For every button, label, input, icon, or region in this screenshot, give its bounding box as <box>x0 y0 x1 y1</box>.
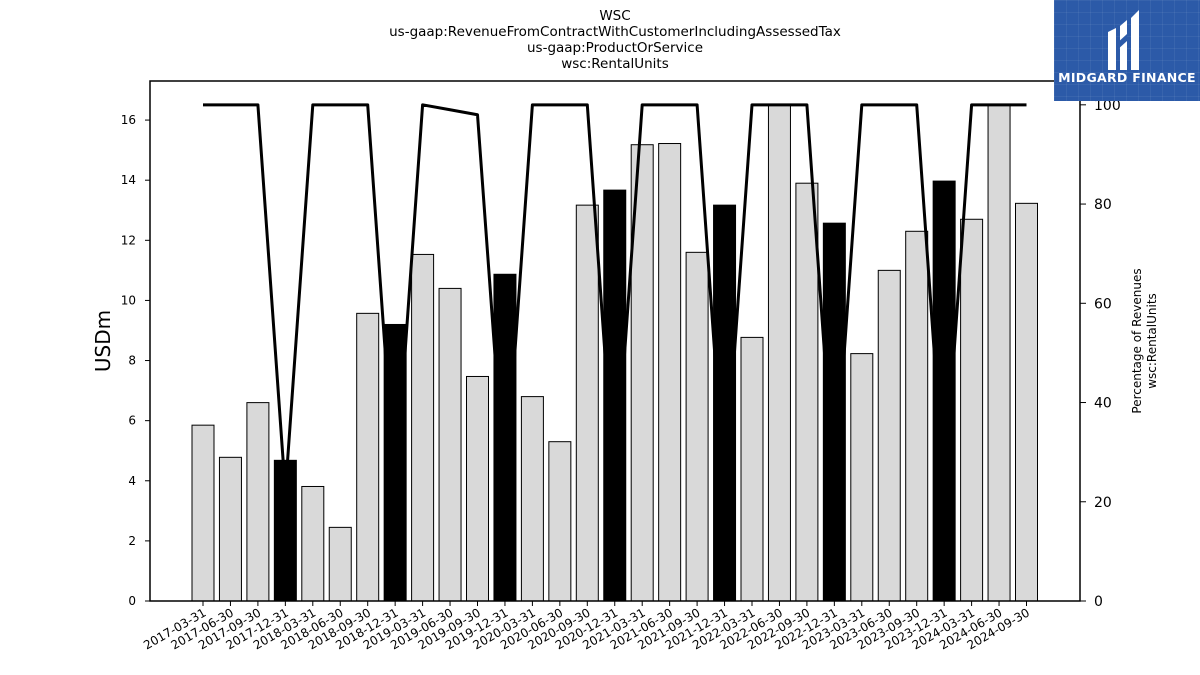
percentage-line <box>203 103 1027 494</box>
y-left-tick-label: 10 <box>121 293 136 307</box>
y-left-tick-label: 2 <box>128 534 136 548</box>
logo-mark-icon <box>1108 10 1139 70</box>
line-series <box>203 103 1027 494</box>
bar-2024-09-30 <box>1015 202 1038 602</box>
title-line-2: us-gaap:RevenueFromContractWithCustomerI… <box>389 24 841 40</box>
bar-2018-09-30 <box>356 312 380 602</box>
logo-text: MIDGARD FINANCE <box>1058 70 1196 85</box>
bar-2022-12-31 <box>822 222 846 602</box>
bar-2022-09-30 <box>795 182 819 602</box>
bar-2019-09-30 <box>466 375 489 602</box>
bar-2017-06-30 <box>218 456 242 602</box>
bar-2024-06-30 <box>987 104 1011 602</box>
y-right-tick-label: 60 <box>1094 296 1112 312</box>
y-right-tick-label: 20 <box>1094 495 1112 511</box>
bar-2019-12-31 <box>493 273 517 602</box>
y-axis-label-right-line-2: wsc:RentalUnits <box>1145 293 1159 389</box>
bar-2018-06-30 <box>328 526 352 602</box>
bar-2018-03-31 <box>301 485 325 602</box>
bar-2019-03-31 <box>411 253 435 602</box>
bar-2017-03-31 <box>191 424 215 602</box>
bar-2023-06-30 <box>877 269 901 602</box>
y-axis-label-right-line-1: Percentage of Revenues <box>1130 268 1144 413</box>
y-right-tick-label: 100 <box>1094 98 1121 114</box>
y-left-tick-label: 16 <box>121 113 136 127</box>
y-right-tick-label: 40 <box>1094 396 1112 412</box>
bar-series <box>191 104 1038 602</box>
y-right-tick-label: 80 <box>1094 197 1112 213</box>
y-axis-label-right: Percentage of Revenues wsc:RentalUnits <box>1130 268 1159 413</box>
title-line-3: us-gaap:ProductOrService <box>527 40 703 56</box>
bar-2021-06-30 <box>658 143 682 602</box>
bar-2020-03-31 <box>520 396 544 602</box>
y-left-tick-label: 8 <box>128 354 136 368</box>
bar-2023-09-30 <box>905 230 929 602</box>
y-left-tick-label: 12 <box>121 233 136 247</box>
chart-title: WSC us-gaap:RevenueFromContractWithCusto… <box>389 8 841 72</box>
bar-2024-03-31 <box>960 218 984 602</box>
bar-2017-09-30 <box>246 402 270 602</box>
y-axis-right: 0 20 40 60 80 100 <box>1080 98 1121 610</box>
bar-2019-06-30 <box>438 287 462 602</box>
bar-2023-03-31 <box>850 353 874 602</box>
title-line-4: wsc:RentalUnits <box>561 56 669 72</box>
y-right-tick-label: 0 <box>1094 594 1103 610</box>
y-left-tick-label: 4 <box>128 474 136 488</box>
bar-2022-06-30 <box>767 104 791 602</box>
title-line-1: WSC <box>599 8 630 24</box>
midgard-finance-logo: MIDGARD FINANCE <box>1054 0 1200 101</box>
bar-2020-09-30 <box>575 204 599 602</box>
bar-2020-06-30 <box>548 441 572 602</box>
y-axis-left: 0 2 4 6 8 10 12 14 16 <box>121 113 150 608</box>
y-left-tick-label: 0 <box>128 594 136 608</box>
x-axis: 2017-03-312017-06-302017-09-302017-12-31… <box>141 601 1032 652</box>
bar-2022-03-31 <box>740 336 764 602</box>
y-left-tick-label: 14 <box>121 173 136 187</box>
y-left-tick-label: 6 <box>128 414 136 428</box>
bar-2021-09-30 <box>685 251 709 602</box>
y-axis-label-left: USDm <box>91 310 115 372</box>
